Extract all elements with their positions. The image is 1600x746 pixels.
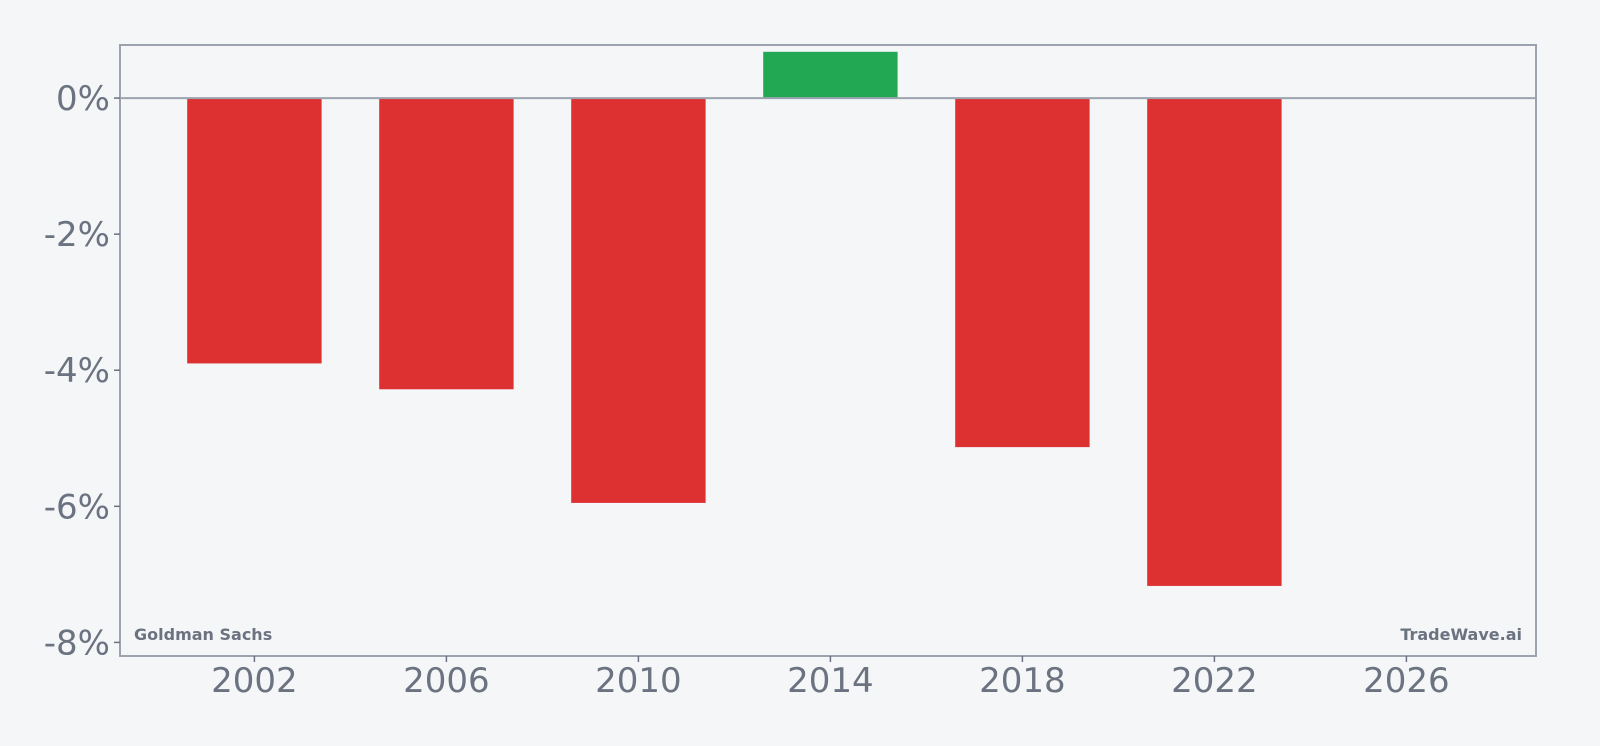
y-tick-label: -4% bbox=[44, 351, 110, 391]
x-tick-label: 2018 bbox=[979, 661, 1066, 701]
bar-2022 bbox=[1147, 98, 1282, 586]
y-tick-label: -8% bbox=[44, 623, 110, 663]
x-tick-label: 2002 bbox=[211, 661, 298, 701]
bar-2010 bbox=[571, 98, 706, 503]
bar-2006 bbox=[379, 98, 514, 390]
y-tick-label: -2% bbox=[44, 215, 110, 255]
x-tick-label: 2022 bbox=[1171, 661, 1258, 701]
y-axis: 0% -2% -4% -6% -8% bbox=[44, 79, 120, 663]
x-tick-label: 2026 bbox=[1363, 661, 1450, 701]
bars-group bbox=[187, 51, 1282, 586]
plot-frame bbox=[119, 44, 1537, 657]
watermark-left: Goldman Sachs bbox=[134, 625, 272, 644]
x-axis: 2002 2006 2010 2014 2018 2022 2026 bbox=[211, 656, 1450, 701]
x-tick-label: 2006 bbox=[403, 661, 490, 701]
bar-2002 bbox=[187, 98, 322, 364]
x-tick-label: 2010 bbox=[595, 661, 682, 701]
watermark-right: TradeWave.ai bbox=[1400, 625, 1522, 644]
bar-2018 bbox=[955, 98, 1090, 448]
x-tick-label: 2014 bbox=[787, 661, 874, 701]
y-tick-label: 0% bbox=[56, 79, 110, 119]
bar-2014 bbox=[763, 51, 898, 99]
y-tick-label: -6% bbox=[44, 487, 110, 527]
